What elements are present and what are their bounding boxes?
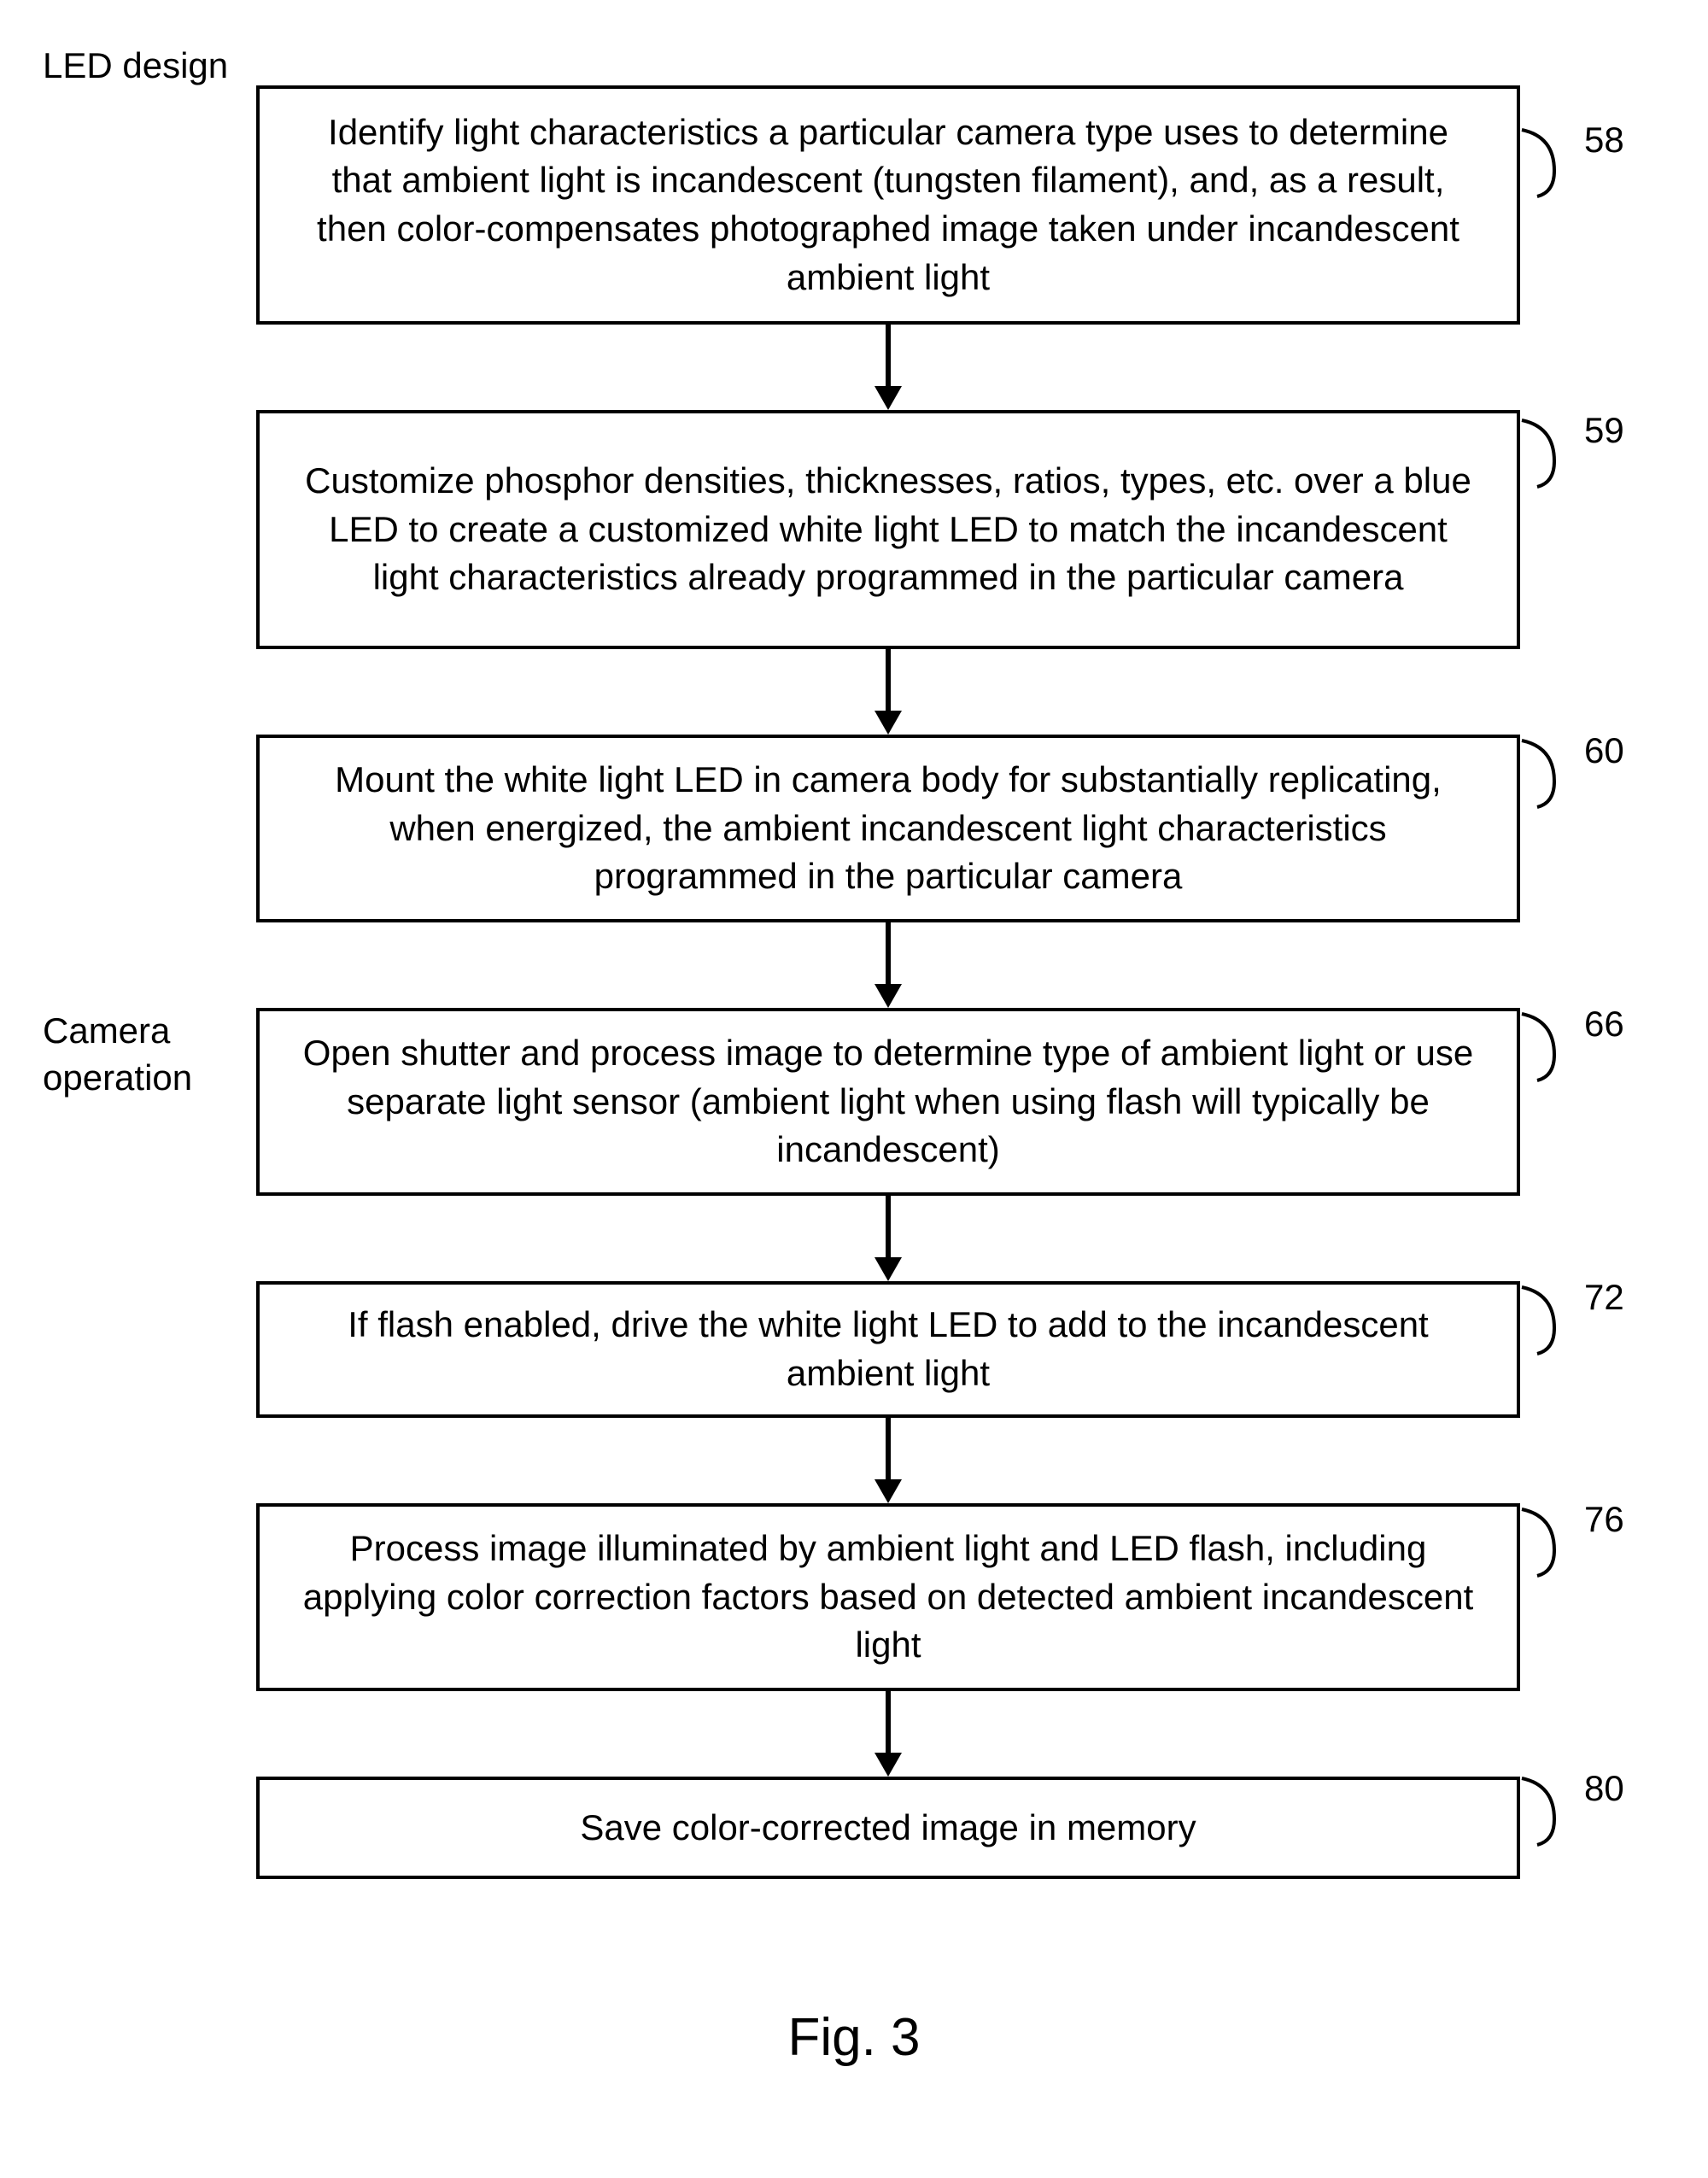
callout-80 bbox=[1520, 1777, 1580, 1853]
flow-box-text: Mount the white light LED in camera body… bbox=[294, 756, 1483, 901]
callout-58 bbox=[1520, 128, 1580, 205]
callout-76 bbox=[1520, 1508, 1580, 1584]
ref-num-66: 66 bbox=[1584, 1004, 1624, 1045]
callout-60 bbox=[1520, 739, 1580, 816]
flow-box-text: Open shutter and process image to determ… bbox=[294, 1029, 1483, 1174]
flow-box-text: If flash enabled, drive the white light … bbox=[294, 1301, 1483, 1397]
ref-num-60: 60 bbox=[1584, 730, 1624, 771]
flow-box-text: Customize phosphor densities, thicknesse… bbox=[294, 457, 1483, 602]
arrow-head-icon bbox=[874, 386, 902, 410]
flow-box-66: Open shutter and process image to determ… bbox=[256, 1008, 1520, 1196]
ref-num-58: 58 bbox=[1584, 120, 1624, 161]
flow-box-58: Identify light characteristics a particu… bbox=[256, 85, 1520, 325]
arrow-stem bbox=[886, 1418, 891, 1479]
ref-num-80: 80 bbox=[1584, 1768, 1624, 1809]
flow-box-text: Identify light characteristics a particu… bbox=[294, 108, 1483, 302]
flow-box-59: Customize phosphor densities, thicknesse… bbox=[256, 410, 1520, 649]
callout-72 bbox=[1520, 1285, 1580, 1362]
arrow-head-icon bbox=[874, 711, 902, 735]
arrow-stem bbox=[886, 325, 891, 386]
flowchart-canvas: LED design Camera operation Identify lig… bbox=[0, 0, 1708, 2178]
arrow-stem bbox=[886, 1196, 891, 1257]
ref-num-76: 76 bbox=[1584, 1499, 1624, 1540]
flow-box-72: If flash enabled, drive the white light … bbox=[256, 1281, 1520, 1418]
arrow-stem bbox=[886, 1691, 891, 1753]
flow-box-text: Process image illuminated by ambient lig… bbox=[294, 1525, 1483, 1670]
arrow-head-icon bbox=[874, 1257, 902, 1281]
callout-66 bbox=[1520, 1012, 1580, 1089]
flow-box-text: Save color-corrected image in memory bbox=[580, 1804, 1196, 1853]
figure-label: Fig. 3 bbox=[0, 2007, 1708, 2068]
ref-num-59: 59 bbox=[1584, 410, 1624, 451]
arrow-head-icon bbox=[874, 984, 902, 1008]
arrow-stem bbox=[886, 649, 891, 711]
flow-box-60: Mount the white light LED in camera body… bbox=[256, 735, 1520, 922]
section-label-led-design: LED design bbox=[43, 43, 228, 90]
callout-59 bbox=[1520, 419, 1580, 495]
arrow-stem bbox=[886, 922, 891, 984]
ref-num-72: 72 bbox=[1584, 1277, 1624, 1318]
flow-box-76: Process image illuminated by ambient lig… bbox=[256, 1503, 1520, 1691]
arrow-head-icon bbox=[874, 1753, 902, 1777]
flow-box-80: Save color-corrected image in memory bbox=[256, 1777, 1520, 1879]
section-label-camera-operation: Camera operation bbox=[43, 1008, 192, 1101]
arrow-head-icon bbox=[874, 1479, 902, 1503]
